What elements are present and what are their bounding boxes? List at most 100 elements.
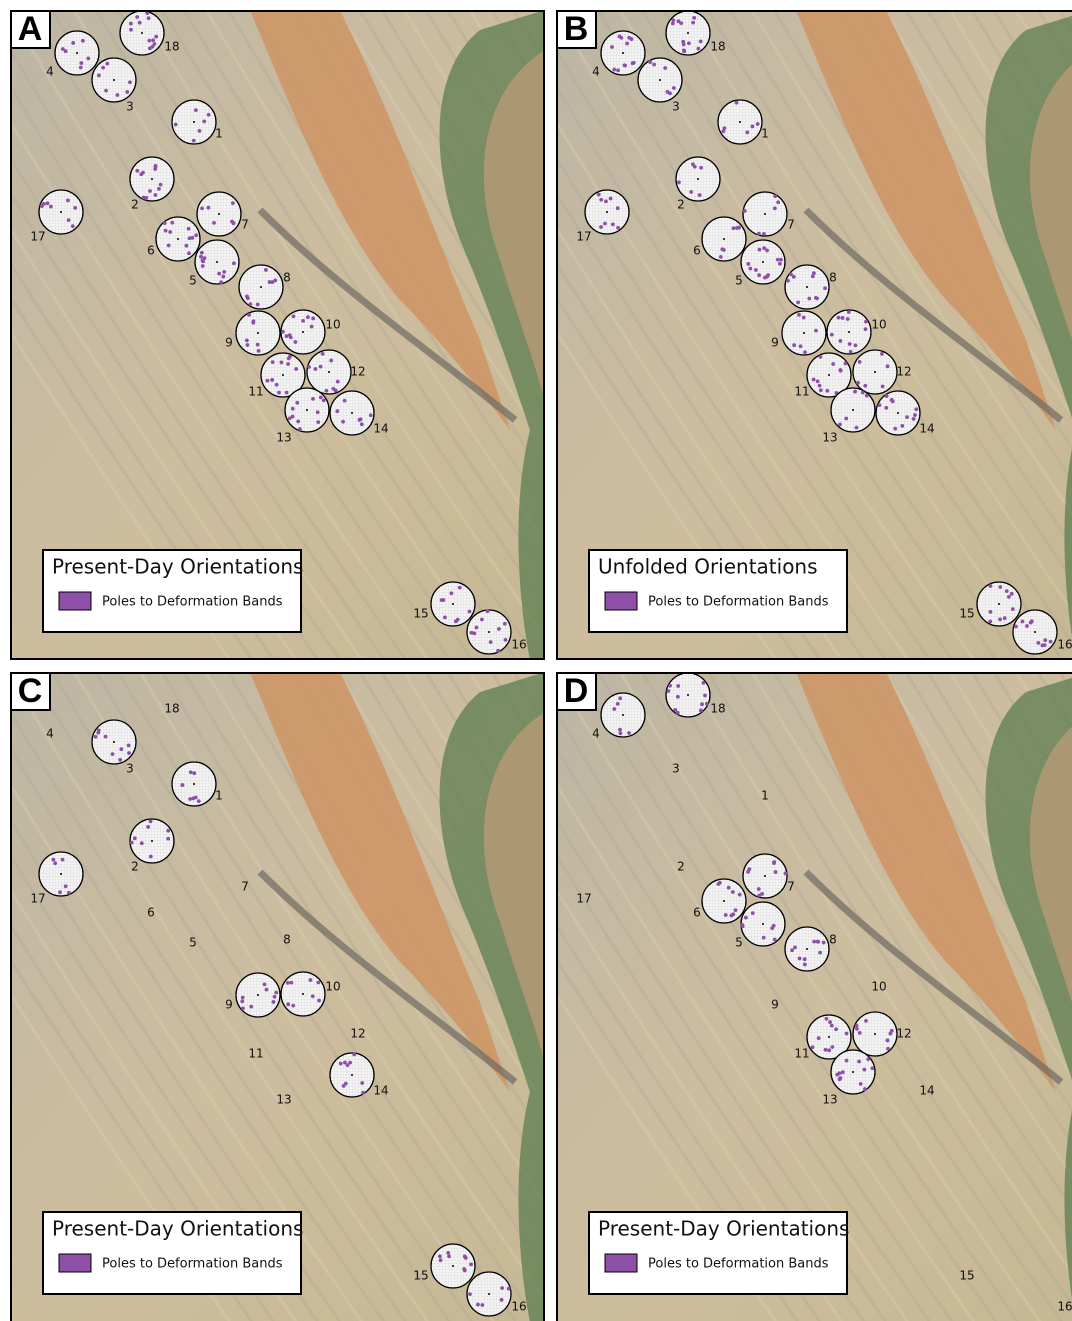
stereonet-center [60, 211, 62, 213]
pole-point [803, 957, 807, 961]
pole-point [456, 618, 460, 622]
stereonet [239, 265, 283, 309]
pole-point [1040, 644, 1044, 648]
pole-point [290, 981, 294, 985]
stereonet [467, 609, 511, 654]
pole-point [672, 86, 676, 90]
site-label: 3 [126, 762, 134, 776]
pole-point [202, 119, 206, 123]
pole-point [289, 335, 293, 339]
pole-point [181, 783, 185, 787]
stereonet [330, 1053, 374, 1097]
pole-point [612, 707, 616, 711]
pole-point [111, 752, 115, 756]
stereonet [666, 673, 710, 717]
legend-title: Unfolded Orientations [598, 555, 818, 579]
site-label: 6 [147, 244, 155, 258]
pole-point [207, 206, 211, 210]
stereonet-center [113, 79, 115, 81]
site-label: 1 [215, 127, 223, 141]
pole-point [480, 618, 484, 622]
pole-point [855, 426, 859, 430]
pole-point [886, 1047, 890, 1051]
site-label: 4 [592, 65, 600, 79]
pole-point [475, 626, 479, 630]
pole-point [885, 394, 889, 398]
stereonet-center [606, 211, 608, 213]
pole-point [129, 22, 133, 26]
pole-point [773, 938, 777, 942]
stereonet [197, 192, 241, 236]
stereonet-center [764, 213, 766, 215]
site-label: 16 [1057, 1300, 1072, 1314]
pole-point [870, 1066, 874, 1070]
pole-point [230, 220, 234, 224]
legend-title: Present-Day Orientations [52, 555, 303, 579]
stereonet-center [723, 900, 725, 902]
pole-point [296, 420, 300, 424]
site-label: 14 [373, 422, 388, 436]
pole-point [71, 224, 75, 228]
stereonet [782, 311, 826, 355]
pole-point [989, 584, 993, 588]
pole-point [217, 272, 221, 276]
pole-point [66, 198, 70, 202]
site-label: 14 [919, 1084, 934, 1098]
stereonet-center [874, 371, 876, 373]
stereonet-center [764, 875, 766, 877]
pole-point [128, 80, 132, 84]
pole-point [187, 227, 191, 231]
stereonet [718, 100, 762, 144]
pole-point [245, 339, 249, 343]
site-label: 8 [283, 271, 291, 285]
stereonet-center [351, 412, 353, 414]
pole-point [470, 631, 474, 635]
pole-point [599, 225, 603, 229]
pole-point [671, 22, 675, 26]
pole-point [858, 1031, 862, 1035]
stereonet-center [488, 631, 490, 633]
stereonet-center [762, 923, 764, 925]
pole-point [762, 232, 766, 236]
stereonet-center [177, 238, 179, 240]
pole-point [796, 300, 800, 304]
pole-point [854, 343, 858, 347]
pole-point [863, 384, 867, 388]
pole-point [835, 1073, 839, 1077]
pole-point [277, 391, 281, 395]
pole-point [163, 221, 167, 225]
pole-point [319, 395, 323, 399]
site-label: 11 [794, 1047, 809, 1061]
pole-point [291, 415, 295, 419]
pole-point [718, 881, 722, 885]
pole-point [256, 343, 260, 347]
pole-point [352, 1053, 356, 1057]
pole-point [834, 1027, 838, 1031]
pole-point [838, 423, 842, 427]
pole-point [361, 1091, 365, 1095]
pole-point [676, 695, 680, 699]
pole-point [232, 261, 236, 265]
stereonet [467, 1272, 511, 1316]
pole-point [652, 63, 656, 67]
pole-point [884, 406, 888, 410]
pole-point [864, 327, 868, 331]
stereonet-center [302, 993, 304, 995]
stereonet [55, 31, 99, 75]
pole-point [256, 303, 260, 307]
pole-point [58, 890, 62, 894]
site-label: 4 [592, 727, 600, 741]
pole-point [311, 994, 315, 998]
stereonet-center [806, 286, 808, 288]
stereonet [1013, 610, 1057, 654]
pole-point [720, 247, 724, 251]
pole-point [336, 380, 340, 384]
pole-point [200, 206, 204, 210]
pole-point [863, 1068, 867, 1072]
pole-point [696, 47, 700, 51]
site-label: 2 [677, 860, 685, 874]
pole-point [847, 310, 851, 314]
stereonet-center [76, 52, 78, 54]
pole-point [679, 21, 683, 25]
pole-point [496, 649, 500, 653]
